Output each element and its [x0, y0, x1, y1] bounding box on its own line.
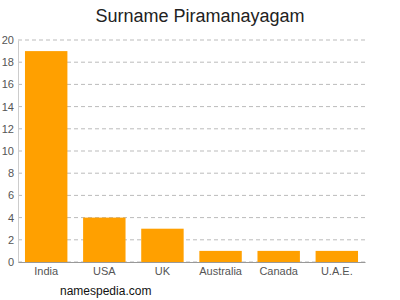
y-tick-label: 2	[8, 234, 14, 246]
y-tick-label: 14	[2, 101, 14, 113]
y-tick: 16	[2, 78, 18, 90]
x-axis: India USA UK Australia Canada U.A.E.	[19, 262, 366, 277]
y-tick: 12	[2, 123, 18, 135]
x-tick: UK	[155, 262, 171, 277]
grid-line	[18, 195, 365, 196]
bars	[25, 51, 358, 262]
grid-line	[18, 106, 365, 107]
bar	[83, 218, 125, 262]
bar	[199, 251, 241, 262]
x-tick-label: USA	[93, 265, 116, 277]
y-tick-label: 20	[2, 34, 14, 46]
y-tick-label: 8	[8, 167, 14, 179]
bar	[316, 251, 358, 262]
y-tick-label: 10	[2, 145, 14, 157]
grid-line	[18, 128, 365, 129]
y-tick-label: 16	[2, 78, 14, 90]
y-tick-label: 4	[8, 212, 14, 224]
y-tick: 2	[8, 234, 18, 246]
y-tick-label: 18	[2, 56, 14, 68]
grid-line	[18, 262, 365, 263]
x-tick-label: U.A.E.	[321, 265, 353, 277]
y-tick-label: 0	[8, 256, 14, 268]
grid-line	[18, 40, 365, 41]
bar	[141, 229, 183, 262]
bar	[257, 251, 299, 262]
y-tick: 4	[8, 212, 18, 224]
y-tick: 0	[8, 256, 18, 268]
grid-line	[18, 217, 365, 218]
y-axis: 0 2 4 6 8 10 12 14 16 18 20	[2, 34, 19, 268]
x-tick-label: UK	[155, 265, 171, 277]
y-tick: 10	[2, 145, 18, 157]
x-tick: Australia	[199, 262, 243, 277]
x-tick: U.A.E.	[321, 262, 353, 277]
grid-line	[18, 84, 365, 85]
y-tick: 20	[2, 34, 18, 46]
plot: 0 2 4 6 8 10 12 14 16 18 20 India USA UK Australia Cana…	[2, 34, 366, 277]
x-tick: India	[34, 262, 59, 277]
x-tick: USA	[93, 262, 116, 277]
x-tick-label: India	[34, 265, 59, 277]
grid-line	[18, 239, 365, 240]
grid-line	[18, 62, 365, 63]
grid	[18, 40, 365, 262]
y-tick-label: 12	[2, 123, 14, 135]
chart: 0 2 4 6 8 10 12 14 16 18 20 India USA UK Australia Cana…	[0, 0, 400, 300]
y-tick: 14	[2, 101, 18, 113]
x-tick: Canada	[259, 262, 298, 277]
y-tick: 18	[2, 56, 18, 68]
grid-line	[18, 151, 365, 152]
y-tick: 6	[8, 189, 18, 201]
grid-line	[18, 173, 365, 174]
y-tick: 8	[8, 167, 18, 179]
y-axis-line	[18, 41, 19, 263]
source: namespedia.com	[60, 284, 151, 298]
bar	[25, 51, 67, 262]
x-tick-label: Australia	[199, 265, 243, 277]
x-axis-line	[19, 262, 366, 263]
y-tick-label: 6	[8, 189, 14, 201]
x-tick-label: Canada	[259, 265, 298, 277]
title: Surname Piramanayagam	[95, 6, 304, 26]
